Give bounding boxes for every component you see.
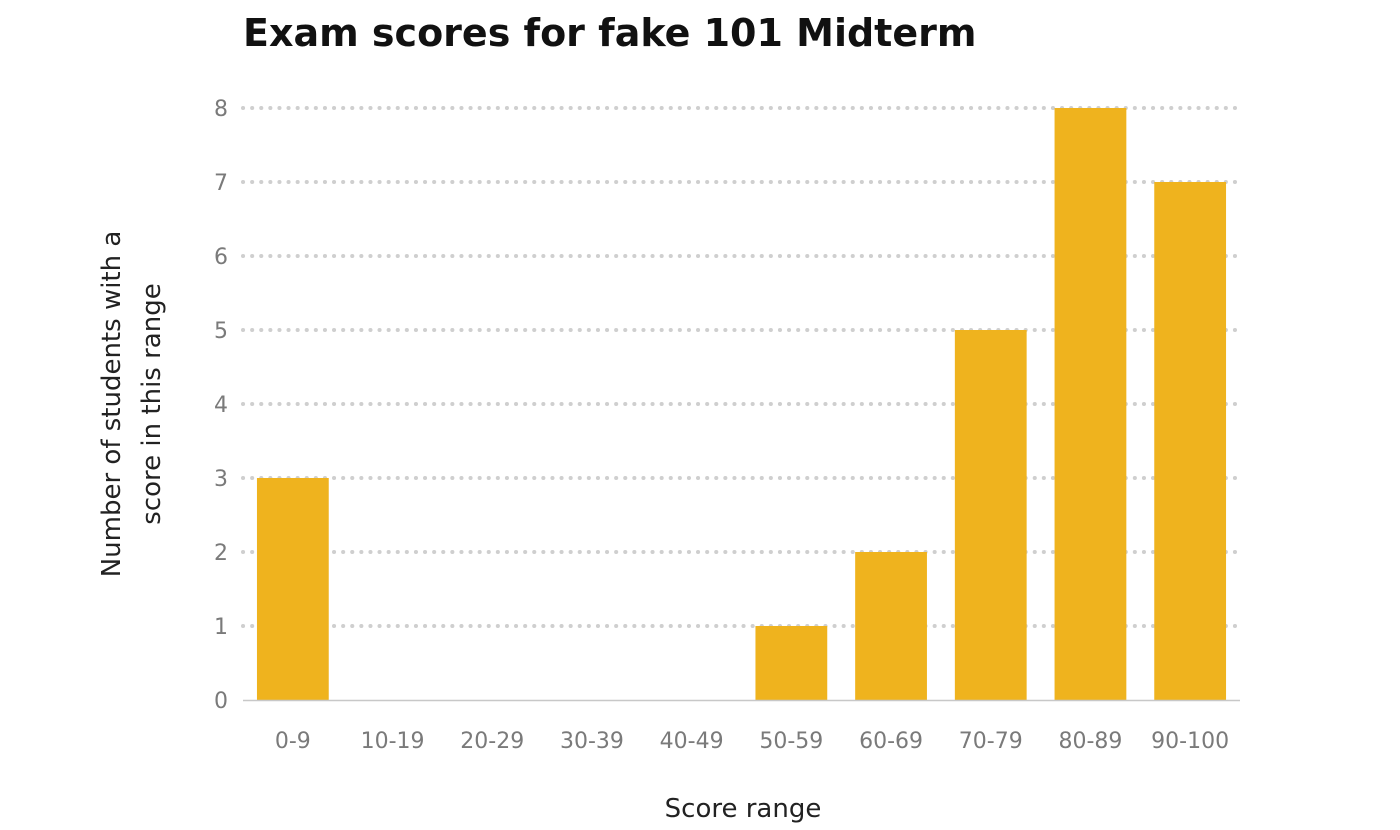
y-axis-title-line-2: score in this range: [137, 283, 167, 524]
x-axis-title: Score range: [665, 794, 822, 824]
x-tick-label: 30-39: [560, 729, 624, 754]
y-axis-title-line-1: Number of students with a: [97, 231, 127, 578]
y-tick-label: 1: [214, 615, 228, 640]
y-tick-label: 6: [214, 245, 228, 270]
bar: [855, 552, 927, 700]
chart-title: Exam scores for fake 101 Midterm: [243, 11, 976, 55]
y-tick-label: 8: [214, 97, 228, 122]
x-tick-label: 60-69: [859, 729, 923, 754]
y-tick-label: 7: [214, 171, 228, 196]
x-tick-label: 90-100: [1151, 729, 1229, 754]
gridlines: [241, 106, 1242, 628]
bar: [1054, 108, 1127, 700]
x-tick-label: 80-89: [1058, 729, 1122, 754]
bar: [256, 478, 329, 700]
bars: [256, 108, 1227, 700]
x-tick-label: 50-59: [759, 729, 823, 754]
x-tick-label: 40-49: [660, 729, 724, 754]
x-tick-label: 20-29: [460, 729, 524, 754]
y-tick-labels: 0 1 2 3 4 5 6 7 8: [214, 97, 228, 714]
x-tick-labels: 0-9 10-19 20-29 30-39 40-49 50-59 60-69 70-79 80…: [275, 729, 1229, 754]
bar: [1154, 182, 1227, 700]
x-tick-label: 0-9: [275, 729, 311, 754]
x-tick-label: 10-19: [361, 729, 425, 754]
y-tick-label: 4: [214, 393, 228, 418]
bar: [954, 330, 1027, 700]
y-tick-label: 3: [214, 467, 228, 492]
x-tick-label: 70-79: [959, 729, 1023, 754]
bar: [755, 626, 828, 700]
y-tick-label: 5: [214, 319, 228, 344]
y-tick-label: 0: [214, 689, 228, 714]
y-tick-label: 2: [214, 541, 228, 566]
